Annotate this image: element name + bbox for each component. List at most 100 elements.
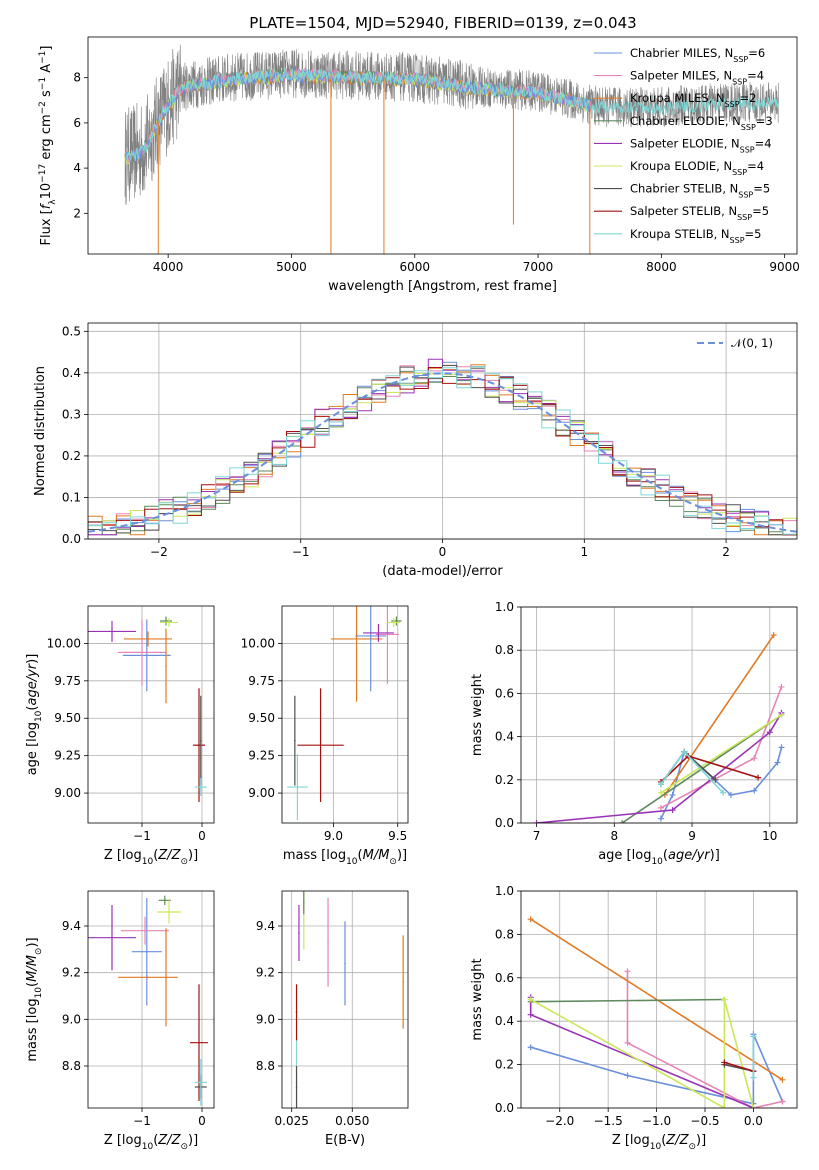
legend-entry: Kroupa MILES, NSSP=2 [630, 91, 756, 109]
y-tick-label: 0.0 [62, 532, 81, 546]
data-point [147, 638, 149, 640]
x-tick-label: 0.0 [744, 1114, 763, 1128]
spectrum-axes: 4000 5000 6000 7000 8000 9000 2 4 6 8 wavelength [… [38, 36, 800, 294]
y-axis-label: mass weight [470, 958, 485, 1040]
data-point [303, 920, 305, 923]
weight-point [721, 996, 728, 1003]
weight-point [751, 787, 758, 794]
x-tick-label: 0 [198, 1114, 206, 1128]
y-tick-label: 0.4 [495, 1014, 514, 1028]
x-tick-label: 7000 [523, 260, 554, 274]
x-tick-label: 7 [533, 829, 541, 843]
y-axis-label: Normed distribution [33, 366, 48, 496]
x-tick-label: 1 [580, 545, 588, 559]
data-point [296, 786, 299, 788]
x-tick-label: 9.5 [388, 829, 407, 843]
y-tick-label: 6 [73, 116, 81, 130]
data-point [298, 932, 300, 934]
data-point [393, 621, 395, 624]
data-point [402, 981, 404, 983]
x-tick-label: 5000 [276, 260, 307, 274]
weight_vs_age-frame [520, 606, 798, 824]
weight-point [669, 791, 676, 798]
y-tick-label: 10.00 [47, 636, 81, 650]
y-tick-label: 9.50 [248, 711, 275, 725]
y-tick-label: 8.8 [256, 1059, 275, 1073]
x-tick-label: −1.0 [642, 1114, 671, 1128]
age_vs_z-marks [88, 616, 207, 803]
y-tick-label: 0.5 [62, 324, 81, 338]
data-point [168, 621, 170, 624]
y-tick-label: 9.0 [256, 1012, 275, 1026]
data-point [355, 638, 358, 640]
x-tick-label: 9000 [769, 260, 800, 274]
y-tick-label: 0.4 [62, 366, 81, 380]
x-tick-label: 9 [688, 829, 696, 843]
weight-point [779, 1098, 786, 1105]
y-tick-label: 9.2 [62, 966, 81, 980]
data-point [369, 635, 372, 637]
weight-point [624, 1039, 631, 1046]
data-point [111, 936, 113, 939]
data-point [147, 976, 149, 979]
data-point [165, 976, 167, 979]
x-axis-label: age [log10(age/yr)] [598, 848, 720, 867]
data-point [294, 739, 296, 742]
weight-series-line [724, 1061, 754, 1072]
weight-series-line [530, 998, 755, 1108]
data-point [200, 739, 202, 742]
y-tick-label: 9.50 [54, 711, 81, 725]
age_vs_z-axes: −1 0 9.00 9.25 9.50 9.75 10.00 Z [log10(Z/Z⊙)] a… [25, 605, 215, 867]
data-point [344, 962, 346, 965]
weight-point [619, 820, 626, 823]
y-tick-label: 9.4 [256, 919, 275, 933]
x-axis-label: (data-model)/error [382, 564, 503, 579]
data-point [141, 651, 143, 654]
y-tick-label: 0.2 [495, 773, 514, 787]
weight-point [750, 1074, 757, 1081]
y-tick-label: 0.8 [495, 643, 514, 657]
mass_vs_ebv-frame [281, 890, 409, 1109]
y-axis-label: Flux [fλ10−17 erg cm−2 s−1 A−1] [38, 46, 58, 246]
residual-histogram [88, 364, 797, 536]
residual-histogram [88, 366, 797, 536]
x-tick-label: −2 [150, 545, 168, 559]
x-axis-label: Z [log10(Z/Z⊙)] [104, 848, 198, 867]
mass_vs_ebv-marks [295, 891, 404, 1108]
legend-entry: Salpeter ELODIE, NSSP=4 [630, 136, 772, 154]
y-tick-label: 8.8 [62, 1059, 81, 1073]
mass_vs_z-marks [88, 895, 208, 1106]
y-tick-label: 4 [73, 161, 81, 175]
weight-point [533, 820, 540, 823]
x-tick-label: 8000 [646, 260, 677, 274]
x-axis-label: E(B-V) [325, 1133, 365, 1148]
legend-entry: Salpeter STELIB, NSSP=5 [630, 204, 769, 222]
x-tick-label: −2.0 [545, 1114, 574, 1128]
weight-point [770, 632, 777, 639]
x-axis-label: mass [log10(M/M⊙)] [283, 848, 407, 867]
data-point [146, 654, 148, 657]
legend-entry: Kroupa STELIB, NSSP=5 [630, 227, 761, 245]
mass_vs_z-frame [87, 890, 215, 1109]
x-axis-label: Z [log10(Z/Z⊙)] [104, 1133, 198, 1152]
x-tick-label: 8 [610, 829, 618, 843]
y-tick-label: 0.1 [62, 490, 81, 504]
weight-point [624, 1072, 631, 1079]
legend-entry: Chabrier STELIB, NSSP=5 [630, 182, 770, 200]
x-tick-label: −1.5 [594, 1114, 623, 1128]
data-point [395, 620, 398, 622]
weight-point [657, 789, 664, 796]
y-tick-label: 8 [73, 71, 81, 85]
y-tick-label: 0.4 [495, 730, 514, 744]
weight-point [778, 744, 785, 751]
x-tick-label: 4000 [153, 260, 184, 274]
y-tick-label: 9.4 [62, 919, 81, 933]
x-tick-label: 0.025 [275, 1114, 309, 1128]
weight-point [721, 1059, 728, 1066]
y-tick-label: 0.2 [495, 1058, 514, 1072]
weight-point [657, 804, 664, 811]
weight_vs_z-marks [527, 916, 786, 1108]
legend-entry: Salpeter MILES, NSSP=4 [630, 69, 764, 87]
weight-point [712, 776, 719, 783]
